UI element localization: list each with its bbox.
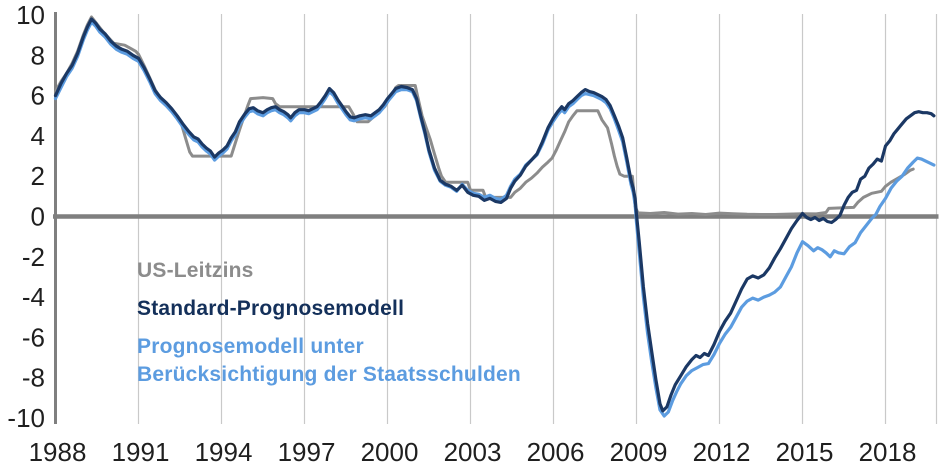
y-tick-label-10: 10 — [16, 0, 45, 30]
legend-label-us-leitzins: US-Leitzins — [137, 259, 254, 282]
series-line-prognosemodell-unter-ber-cksichtigung-der-staatsschulden — [53, 20, 936, 418]
x-tick-label-2000: 2000 — [361, 437, 419, 467]
x-tick-label-2015: 2015 — [776, 437, 834, 467]
series-line-us-leitzins — [54, 15, 915, 216]
y-tick-label--4: -4 — [22, 282, 45, 312]
y-tick-label--2: -2 — [22, 242, 45, 272]
y-tick-label-8: 8 — [31, 40, 45, 70]
legend-label-standard-prognosemodell: Standard-Prognosemodell — [137, 297, 405, 320]
x-tick-label-2006: 2006 — [527, 437, 585, 467]
y-tick-label--10: -10 — [7, 403, 45, 433]
y-tick-label--6: -6 — [22, 322, 45, 352]
y-tick-label-2: 2 — [31, 161, 45, 191]
legend-label-prognosemodell-line2: Berücksichtigung der Staatsschulden — [137, 363, 521, 386]
x-tick-label-2012: 2012 — [693, 437, 751, 467]
legend-entry-us-leitzins: US-Leitzins — [137, 257, 254, 285]
y-tick-label-4: 4 — [31, 121, 45, 151]
x-tick-label-1991: 1991 — [112, 437, 170, 467]
x-tick-label-2009: 2009 — [610, 437, 668, 467]
x-tick-label-2003: 2003 — [444, 437, 502, 467]
x-tick-label-2018: 2018 — [859, 437, 917, 467]
series-line-standard-prognosemodell — [53, 17, 936, 413]
y-tick-label-6: 6 — [31, 81, 45, 111]
y-tick-label--8: -8 — [22, 363, 45, 393]
legend-entry-standard-prognosemodell: Standard-Prognosemodell — [137, 295, 404, 323]
legend-label-prognosemodell-line1: Prognosemodell unter — [137, 335, 364, 358]
x-tick-label-1997: 1997 — [278, 437, 336, 467]
x-tick-label-1994: 1994 — [195, 437, 253, 467]
legend-entry-prognosemodell-staatsschulden: Prognosemodell unter Berücksichtigung de… — [137, 333, 521, 389]
x-tick-label-1988: 1988 — [29, 437, 87, 467]
y-tick-label-0: 0 — [31, 202, 45, 232]
